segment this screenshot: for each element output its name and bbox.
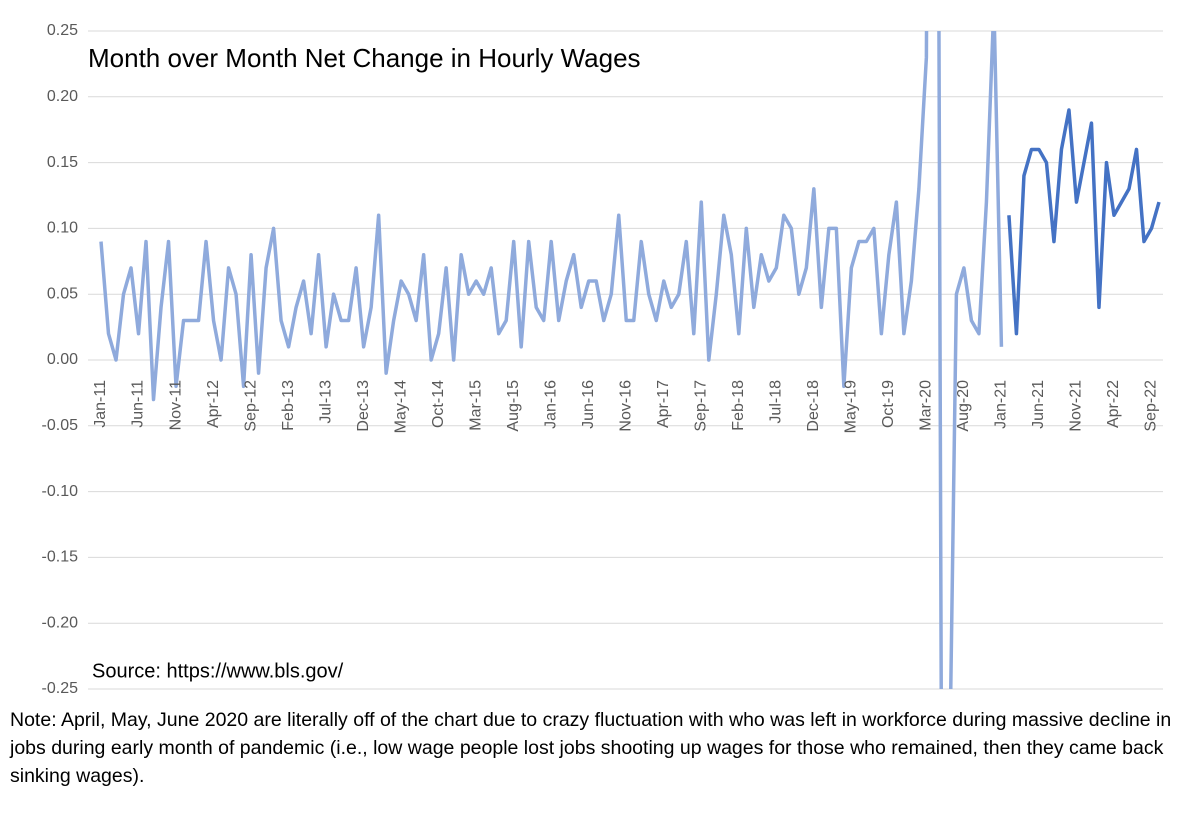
x-tick-label: Jun-21 <box>1030 380 1047 429</box>
x-tick-label: Jan-16 <box>542 380 559 429</box>
title-bg <box>84 40 720 80</box>
x-tick-label: Mar-15 <box>467 380 484 431</box>
x-tick-label: Feb-18 <box>730 380 747 431</box>
x-tick-label: Oct-14 <box>430 380 447 428</box>
grid <box>88 30 1163 690</box>
chart: Month over Month Net Change in Hourly Wa… <box>42 22 1163 697</box>
x-tick-label: Dec-18 <box>805 380 822 432</box>
y-tick-label: -0.20 <box>42 614 79 631</box>
x-tick-label: Nov-11 <box>167 380 184 430</box>
x-tick-label: Dec-13 <box>355 380 372 432</box>
x-tick-label: Sep-22 <box>1143 380 1160 432</box>
x-tick-label: Jun-11 <box>130 380 147 428</box>
x-tick-label: Aug-15 <box>505 380 522 432</box>
x-tick-label: May-19 <box>843 380 860 433</box>
x-tick-label: Aug-20 <box>955 380 972 432</box>
y-tick-label: 0.15 <box>47 154 78 171</box>
x-tick-label: Nov-16 <box>617 380 634 432</box>
x-tick-label: Nov-21 <box>1068 380 1085 432</box>
y-tick-label: 0.20 <box>47 88 78 105</box>
x-tick-label: Jul-13 <box>317 380 334 424</box>
x-tick-label: Apr-12 <box>205 380 222 428</box>
x-tick-label: Feb-13 <box>280 380 297 431</box>
source-annotation: Source: https://www.bls.gov/ <box>92 660 344 682</box>
x-tick-label: Jul-18 <box>768 380 785 424</box>
x-tick-label: Jan-11 <box>92 380 109 428</box>
y-tick-label: -0.05 <box>42 417 79 434</box>
chart-title: Month over Month Net Change in Hourly Wa… <box>88 43 641 73</box>
series-line <box>1007 108 1161 336</box>
y-tick-label: 0.05 <box>47 285 78 302</box>
x-tick-label: Oct-19 <box>880 380 897 428</box>
x-tick-label: Jan-21 <box>993 380 1010 429</box>
x-tick-label: Apr-17 <box>655 380 672 428</box>
series-line <box>99 31 1004 689</box>
x-tick-label: Mar-20 <box>918 380 935 431</box>
x-tick-label: Jun-16 <box>580 380 597 429</box>
x-tick-label: May-14 <box>392 380 409 433</box>
y-tick-label: 0.10 <box>47 220 78 237</box>
plot <box>99 31 1161 689</box>
y-tick-label: 0.00 <box>47 351 78 368</box>
x-tick-label: Apr-22 <box>1105 380 1122 428</box>
x-tick-label: Sep-17 <box>693 380 710 432</box>
y-tick-label: -0.15 <box>42 549 79 566</box>
y-tick-label: -0.25 <box>42 680 79 697</box>
y-tick-label: -0.10 <box>42 483 79 500</box>
x-tick-label: Sep-12 <box>242 380 259 432</box>
y-tick-label: 0.25 <box>47 22 78 39</box>
note: Note: April, May, June 2020 are literall… <box>10 709 1172 787</box>
